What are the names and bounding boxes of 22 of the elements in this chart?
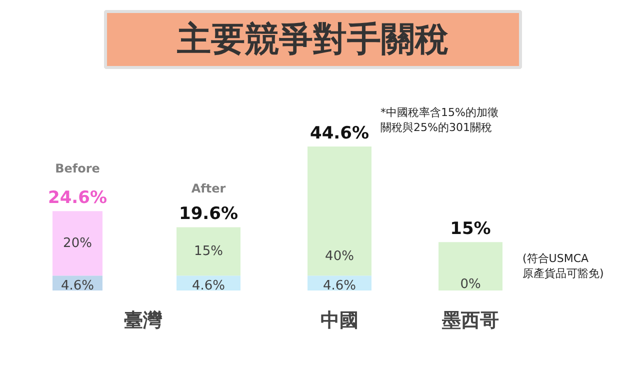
data-label: 20% — [63, 236, 92, 251]
x-tick-label: 中國 — [320, 310, 358, 332]
annotation: Before — [55, 162, 100, 176]
chart-title: 主要競爭對手關稅 — [176, 20, 449, 60]
bar — [308, 146, 372, 276]
data-label: 4.6% — [192, 278, 226, 294]
data-label: 15% — [194, 244, 223, 259]
bar — [438, 242, 502, 290]
data-label: 40% — [325, 248, 354, 264]
total-label: 24.6% — [48, 188, 107, 208]
total-label: 15% — [450, 219, 491, 240]
x-tick-label: 墨西哥 — [441, 310, 499, 332]
data-label: 0% — [460, 277, 481, 292]
annotation: (符合USMCA原產貨品可豁免) — [522, 252, 604, 280]
total-label: 19.6% — [179, 204, 238, 224]
data-label: 4.6% — [322, 278, 356, 294]
bar — [176, 227, 240, 276]
data-label: 4.6% — [60, 278, 94, 294]
total-label: 44.6% — [310, 124, 369, 144]
annotation: After — [191, 182, 226, 196]
text: 臺灣 — [124, 310, 163, 332]
text: *中國稅率含15%的加徵關稅與25%的301關稅 — [380, 106, 498, 134]
